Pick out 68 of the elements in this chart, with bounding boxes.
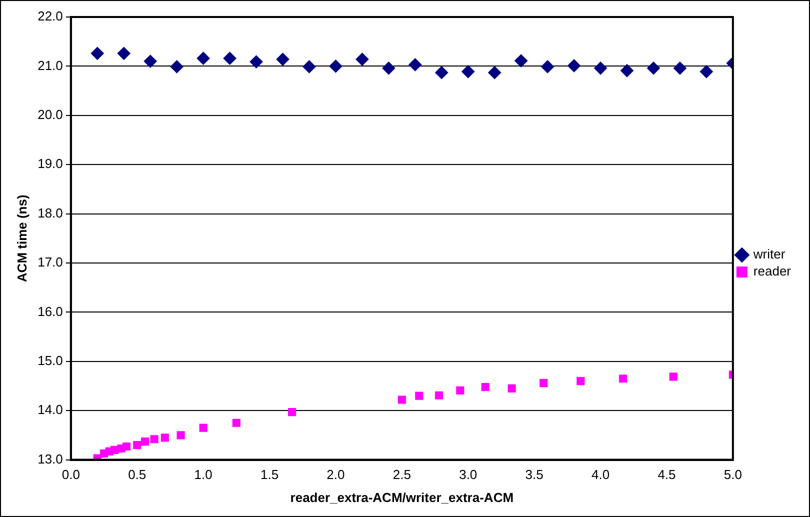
point <box>144 54 157 68</box>
point <box>199 424 208 432</box>
point <box>618 374 628 383</box>
y-tick-label: 19.0 <box>38 156 63 172</box>
point <box>122 442 131 451</box>
y-tick-label: 13.0 <box>38 451 63 466</box>
legend-label: writer <box>752 246 786 262</box>
y-tick-label: 20.0 <box>38 106 63 122</box>
x-tick-label: 2.5 <box>392 467 411 482</box>
x-tick-label: 0.0 <box>62 467 80 482</box>
x-axis-title: reader_extra-ACM/writer_extra-ACM <box>290 490 514 505</box>
x-tick-label: 3.0 <box>459 467 478 482</box>
point <box>133 441 142 450</box>
point <box>594 62 608 75</box>
point <box>356 52 369 66</box>
point <box>196 52 210 65</box>
point <box>700 65 713 78</box>
legend-label: reader <box>753 264 792 279</box>
y-tick-label: 22.0 <box>38 8 63 24</box>
y-tick-label: 16.0 <box>38 304 63 319</box>
y-tick-label: 21.0 <box>38 58 63 73</box>
point <box>288 408 296 416</box>
point <box>232 418 240 427</box>
point <box>160 434 169 442</box>
point <box>673 62 686 75</box>
point <box>250 55 263 68</box>
y-tick-label: 17.0 <box>38 254 63 270</box>
point <box>398 396 406 404</box>
point <box>141 438 150 446</box>
point <box>669 372 678 381</box>
point <box>176 431 185 440</box>
point <box>620 64 634 78</box>
point <box>170 60 184 74</box>
point <box>540 379 548 388</box>
x-tick-label: 5.0 <box>724 467 742 482</box>
point <box>223 52 236 65</box>
point <box>408 58 422 72</box>
y-tick-label: 15.0 <box>38 352 63 368</box>
point <box>576 377 585 386</box>
point <box>456 386 464 394</box>
point <box>276 52 290 66</box>
point <box>481 382 490 392</box>
point <box>514 54 528 68</box>
x-tick-label: 1.0 <box>194 467 212 482</box>
x-tick-label: 3.5 <box>525 467 544 482</box>
x-tick-label: 2.0 <box>326 467 345 482</box>
point <box>329 60 342 73</box>
x-tick-label: 4.0 <box>591 467 610 482</box>
point <box>541 60 554 74</box>
point <box>382 62 396 75</box>
y-tick-label: 18.0 <box>38 205 63 220</box>
point <box>117 46 130 60</box>
point <box>508 384 516 392</box>
point <box>434 391 444 400</box>
x-tick-label: 0.5 <box>128 467 146 482</box>
x-tick-label: 1.5 <box>260 467 279 482</box>
point <box>435 66 448 80</box>
point <box>302 60 316 74</box>
point <box>568 59 581 72</box>
y-tick-label: 14.0 <box>38 402 63 418</box>
point <box>646 62 660 75</box>
point <box>150 435 158 444</box>
x-tick-label: 4.5 <box>658 467 676 482</box>
point <box>488 66 502 80</box>
y-axis-title: ACM time (ns) <box>14 194 30 282</box>
point <box>90 46 104 60</box>
point <box>462 65 475 78</box>
point <box>415 392 424 400</box>
